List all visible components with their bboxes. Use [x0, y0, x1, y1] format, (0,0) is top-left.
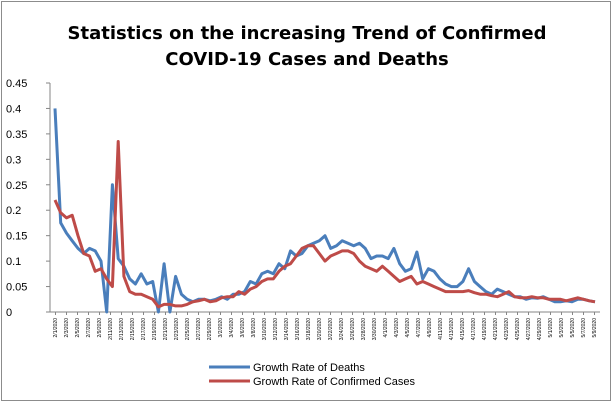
x-tick-label: 3/20/2020 [317, 318, 323, 340]
y-axis-ticks: 0 0.05 0.1 0.15 0.2 0.25 0.3 0.35 0.4 0.45 [6, 78, 50, 319]
x-tick-label: 3/18/2020 [306, 318, 312, 340]
x-tick-label: 2/7/2020 [86, 318, 92, 338]
x-tick-label: 4/29/2020 [537, 318, 543, 340]
y-tick-label: 0.45 [6, 78, 27, 90]
x-tick-label: 4/5/2020 [405, 318, 411, 338]
x-tick-label: 3/28/2020 [361, 318, 367, 340]
x-tick-label: 5/1/2020 [548, 318, 554, 338]
y-tick-label: 0.3 [6, 154, 21, 166]
x-tick-label: 4/19/2020 [482, 318, 488, 340]
x-tick-label: 2/3/2020 [64, 318, 70, 338]
y-tick-label: 0.25 [6, 180, 27, 192]
y-tick-label: 0.1 [6, 256, 21, 268]
series-lines [53, 108, 596, 314]
x-tick-label: 4/27/2020 [526, 318, 532, 340]
x-tick-label: 3/6/2020 [240, 318, 246, 338]
x-tick-label: 4/7/2020 [416, 318, 422, 338]
x-tick-label: 3/16/2020 [295, 318, 301, 340]
y-tick-label: 0.15 [6, 231, 27, 243]
x-tick-label: 2/21/2020 [163, 318, 169, 340]
x-tick-label: 4/13/2020 [449, 318, 455, 340]
y-tick-label: 0.4 [6, 103, 21, 115]
x-axis-ticks: 2/1/2020 2/3/2020 2/5/2020 2/7/2020 2/9/2020… [53, 312, 598, 340]
x-tick-label: 2/13/2020 [119, 318, 125, 340]
x-tick-label: 5/7/2020 [581, 318, 587, 338]
x-tick-label: 2/27/2020 [196, 318, 202, 340]
x-tick-label: 4/1/2020 [383, 318, 389, 338]
x-tick-label: 4/15/2020 [460, 318, 466, 340]
x-tick-label: 3/14/2020 [284, 318, 290, 340]
y-tick-label: 0.35 [6, 129, 27, 141]
x-tick-label: 5/3/2020 [559, 318, 565, 338]
x-tick-label: 2/25/2020 [185, 318, 191, 340]
x-tick-label: 3/26/2020 [350, 318, 356, 340]
x-tick-label: 2/1/2020 [53, 318, 59, 338]
series-line-deaths [53, 108, 596, 314]
x-tick-label: 3/8/2020 [251, 318, 257, 338]
x-tick-label: 2/9/2020 [97, 318, 103, 338]
x-tick-label: 4/11/2020 [438, 318, 444, 340]
y-tick-label: 0 [6, 307, 12, 319]
x-tick-label: 4/9/2020 [427, 318, 433, 338]
y-tick-label: 0.05 [6, 282, 27, 294]
x-tick-label: 4/23/2020 [504, 318, 510, 340]
x-tick-label: 3/4/2020 [229, 318, 235, 338]
y-tick-label: 0.2 [6, 205, 21, 217]
x-tick-label: 5/5/2020 [570, 318, 576, 338]
x-tick-label: 2/5/2020 [75, 318, 81, 338]
x-tick-label: 3/10/2020 [262, 318, 268, 340]
x-tick-label: 2/17/2020 [141, 318, 147, 340]
x-tick-label: 5/9/2020 [592, 318, 598, 338]
legend: Growth Rate of Deaths Growth Rate of Con… [209, 362, 416, 388]
legend-label-deaths: Growth Rate of Deaths [253, 362, 365, 374]
x-tick-label: 3/24/2020 [339, 318, 345, 340]
x-tick-label: 2/29/2020 [207, 318, 213, 340]
x-tick-label: 4/3/2020 [394, 318, 400, 338]
series-line-confirmed-cases [53, 140, 596, 309]
x-tick-label: 4/25/2020 [515, 318, 521, 340]
x-tick-label: 4/17/2020 [471, 318, 477, 340]
x-tick-label: 2/11/2020 [108, 318, 114, 340]
legend-label-confirmed-cases: Growth Rate of Confirmed Cases [253, 376, 416, 388]
x-tick-label: 2/23/2020 [174, 318, 180, 340]
x-tick-label: 3/12/2020 [273, 318, 279, 340]
x-tick-label: 3/2/2020 [218, 318, 224, 338]
x-tick-label: 3/22/2020 [328, 318, 334, 340]
chart-title-line-2: COVID-19 Cases and Deaths [165, 49, 449, 70]
plot-area [49, 83, 600, 313]
x-tick-label: 2/15/2020 [130, 318, 136, 340]
x-tick-label: 2/19/2020 [152, 318, 158, 340]
x-tick-label: 4/21/2020 [493, 318, 499, 340]
x-tick-label: 3/30/2020 [372, 318, 378, 340]
chart-title-line-1: Statistics on the increasing Trend of Co… [68, 23, 547, 44]
